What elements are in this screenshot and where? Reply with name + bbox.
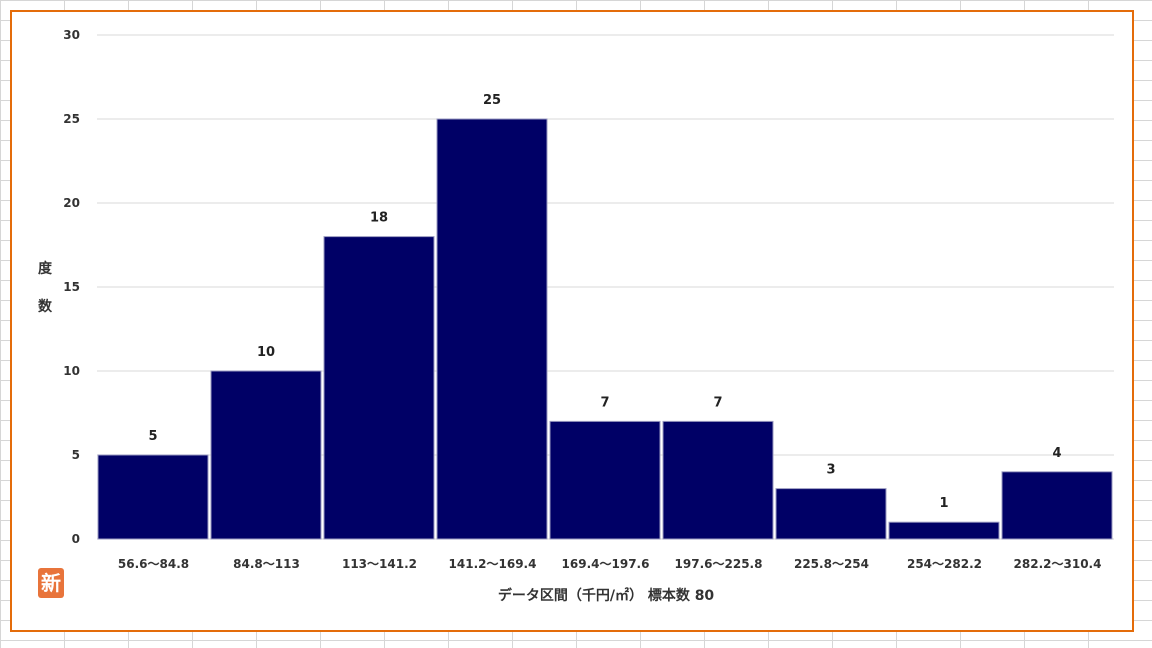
bar <box>436 118 548 540</box>
data-label: 1 <box>939 496 948 511</box>
x-tick-label: 169.4〜197.6 <box>562 557 650 571</box>
x-tick-label: 254〜282.2 <box>907 557 982 571</box>
y-tick-label: 10 <box>63 364 80 378</box>
data-label: 5 <box>148 429 157 444</box>
data-label: 25 <box>483 93 501 108</box>
bar <box>662 420 774 540</box>
bar <box>97 454 209 540</box>
data-label: 7 <box>713 395 722 410</box>
x-tick-label: 56.6〜84.8 <box>118 557 189 571</box>
x-tick-label: 225.8〜254 <box>794 557 869 571</box>
x-tick-label: 113〜141.2 <box>342 557 417 571</box>
new-badge-icon: 新 <box>38 568 64 598</box>
data-label: 18 <box>370 211 388 226</box>
y-tick-label: 15 <box>63 280 80 294</box>
y-axis-title: 度数 <box>38 260 53 315</box>
bar <box>210 370 322 540</box>
bar <box>775 488 887 540</box>
bar <box>1001 471 1113 540</box>
x-tick-label: 84.8〜113 <box>233 557 300 571</box>
x-axis-title: データ区間（千円/㎡） 標本数 80 <box>498 587 715 604</box>
data-label: 3 <box>826 463 835 478</box>
y-tick-label: 5 <box>72 448 80 462</box>
y-tick-label: 30 <box>63 28 80 42</box>
data-label: 7 <box>600 395 609 410</box>
x-tick-label: 282.2〜310.4 <box>1014 557 1102 571</box>
y-tick-label: 25 <box>63 112 80 126</box>
bar <box>888 521 1000 540</box>
x-tick-label: 197.6〜225.8 <box>675 557 763 571</box>
data-label: 10 <box>257 345 275 360</box>
y-tick-label: 0 <box>72 532 80 546</box>
x-tick-label: 141.2〜169.4 <box>449 557 537 571</box>
y-tick-label: 20 <box>63 196 80 210</box>
data-label: 4 <box>1052 446 1061 461</box>
bar <box>549 420 661 540</box>
bar <box>323 236 435 540</box>
